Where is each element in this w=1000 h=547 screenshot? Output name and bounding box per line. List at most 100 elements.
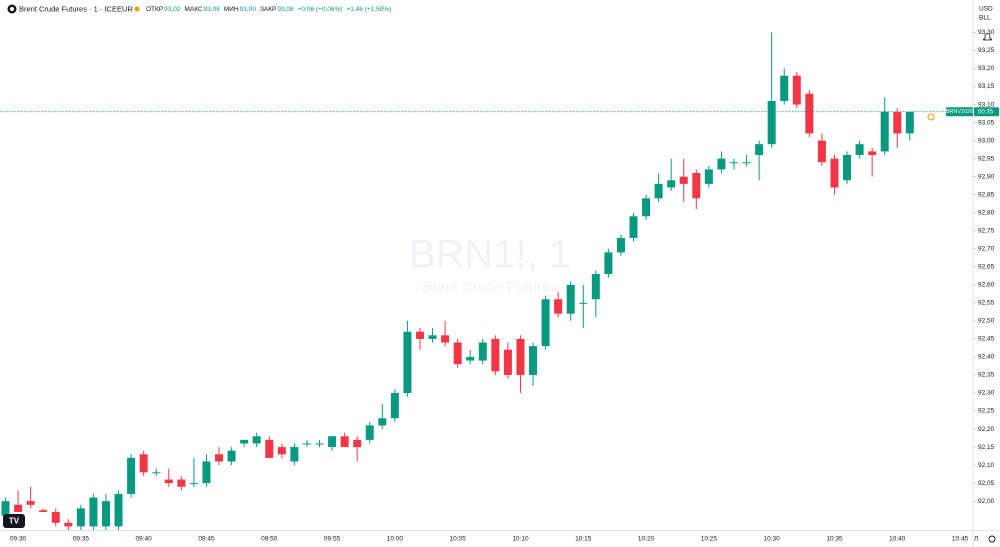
x-tick-label: 10:35: [826, 536, 843, 543]
candle-body: [101, 501, 110, 527]
legend-label: ЗАКР: [260, 6, 276, 13]
candle-body: [202, 461, 211, 484]
x-tick-label: 09:55: [324, 536, 341, 543]
logo-mark: TV: [9, 517, 20, 526]
x-tick-label: 10:10: [512, 536, 529, 543]
legend-value: 93,08: [204, 6, 221, 13]
y-tick-label: 92,75: [978, 227, 995, 234]
alert-icon[interactable]: [983, 33, 992, 41]
candle-body: [529, 346, 538, 375]
event-marker[interactable]: [927, 113, 935, 121]
x-tick-label: 10:15: [575, 536, 592, 543]
candle-body: [403, 331, 412, 393]
y-tick-label: 92,95: [978, 155, 995, 162]
x-tick-label: 10:40: [889, 536, 906, 543]
y-tick-label: 92,30: [978, 390, 995, 397]
settings-icon[interactable]: [988, 535, 996, 543]
candle-body: [265, 439, 274, 458]
y-tick-label: 93,30: [978, 29, 995, 36]
candle-body: [302, 443, 311, 445]
candle-body: [64, 522, 73, 527]
unit-label[interactable]: BLL: [979, 15, 991, 22]
price-tag: BRNV2026: [946, 109, 974, 115]
x-tick-label: 09:45: [198, 536, 215, 543]
y-tick-label: 92,90: [978, 173, 995, 180]
market-status-dot[interactable]: [134, 6, 140, 12]
candle-body: [252, 436, 261, 444]
legend-change: +0,06 (+0,06%): [298, 6, 343, 13]
candle-body: [579, 302, 588, 304]
candle-body: [667, 180, 676, 188]
candle-body: [415, 331, 424, 339]
plot-area: [0, 32, 973, 530]
candle-body: [215, 454, 224, 462]
x-tick-label: 10:00: [387, 536, 404, 543]
candle-body: [868, 151, 877, 156]
candle-body: [817, 140, 826, 163]
y-tick-label: 93,25: [978, 47, 995, 54]
legend-label: МАКС: [184, 6, 202, 13]
candle-body: [717, 158, 726, 170]
candle-body: [328, 436, 337, 448]
x-tick-label: 09:50: [261, 536, 278, 543]
y-tick-label: 92,45: [978, 336, 995, 343]
y-tick-label: 92,40: [978, 354, 995, 361]
legend-change-day: +1,46 (+1,59%): [346, 6, 391, 13]
y-tick-label: 92,00: [978, 498, 995, 505]
candle-body: [767, 100, 776, 145]
legend-value: 93,08: [277, 6, 294, 13]
candle-body: [566, 284, 575, 314]
candle-body: [340, 436, 349, 448]
candle-body: [189, 483, 198, 485]
candle-body: [830, 158, 839, 188]
candle-body: [127, 457, 136, 494]
x-tick-label: 10:30: [764, 536, 781, 543]
y-tick-label: 92,60: [978, 282, 995, 289]
countdown: 00:35: [978, 109, 994, 115]
candle-body: [240, 439, 249, 444]
currency-label[interactable]: USD: [979, 6, 993, 13]
candle-body: [26, 501, 35, 505]
candle-body: [14, 504, 23, 512]
candle-body: [792, 75, 801, 105]
symbol-title[interactable]: Brent Crude Futures · 1 · ICEEUR: [19, 4, 133, 13]
candle-body: [616, 237, 625, 253]
candle-body: [466, 356, 475, 361]
candle-body: [51, 511, 60, 523]
candle-body: [805, 93, 814, 134]
y-tick-label: 92,20: [978, 426, 995, 433]
x-tick-label: 10:20: [638, 536, 655, 543]
candle-body: [591, 274, 600, 300]
x-tick-label: 09:40: [136, 536, 153, 543]
candle-body: [855, 144, 864, 156]
ohlc-legend: ОТКР 93,02 МАКС 93,08 МИН 93,00 ЗАКР 93,08 +0,06…: [146, 6, 391, 13]
candle-body: [843, 155, 852, 181]
candle-body: [378, 418, 387, 426]
candle-body: [277, 447, 286, 455]
legend-label: МИН: [224, 6, 239, 13]
candle-body: [654, 183, 663, 199]
candle-body: [290, 447, 299, 462]
y-tick-label: 92,15: [978, 444, 995, 451]
candle-body: [629, 216, 638, 238]
legend-label: ОТКР: [146, 6, 163, 13]
candle-body: [39, 510, 48, 512]
legend-value: 93,02: [164, 6, 181, 13]
y-tick-label: 92,55: [978, 300, 995, 307]
y-tick-label: 92,50: [978, 318, 995, 325]
candle-body: [353, 439, 362, 448]
legend-value: 93,00: [240, 6, 257, 13]
log-toggle[interactable]: Л: [974, 536, 978, 543]
y-tick-label: 93,10: [978, 101, 995, 108]
candle-body: [516, 338, 525, 375]
candle-body: [905, 111, 914, 134]
candle-body: [704, 169, 713, 184]
symbol-icon-inner: [10, 7, 14, 11]
candle-body: [742, 162, 751, 164]
watermark-subtitle: Brent Crude Futures: [422, 279, 558, 296]
candle-body: [541, 299, 550, 347]
x-tick-label: 09:35: [73, 536, 90, 543]
candle-body: [315, 443, 324, 445]
candle-body: [1, 501, 10, 516]
top-axis-icons: [983, 33, 992, 41]
